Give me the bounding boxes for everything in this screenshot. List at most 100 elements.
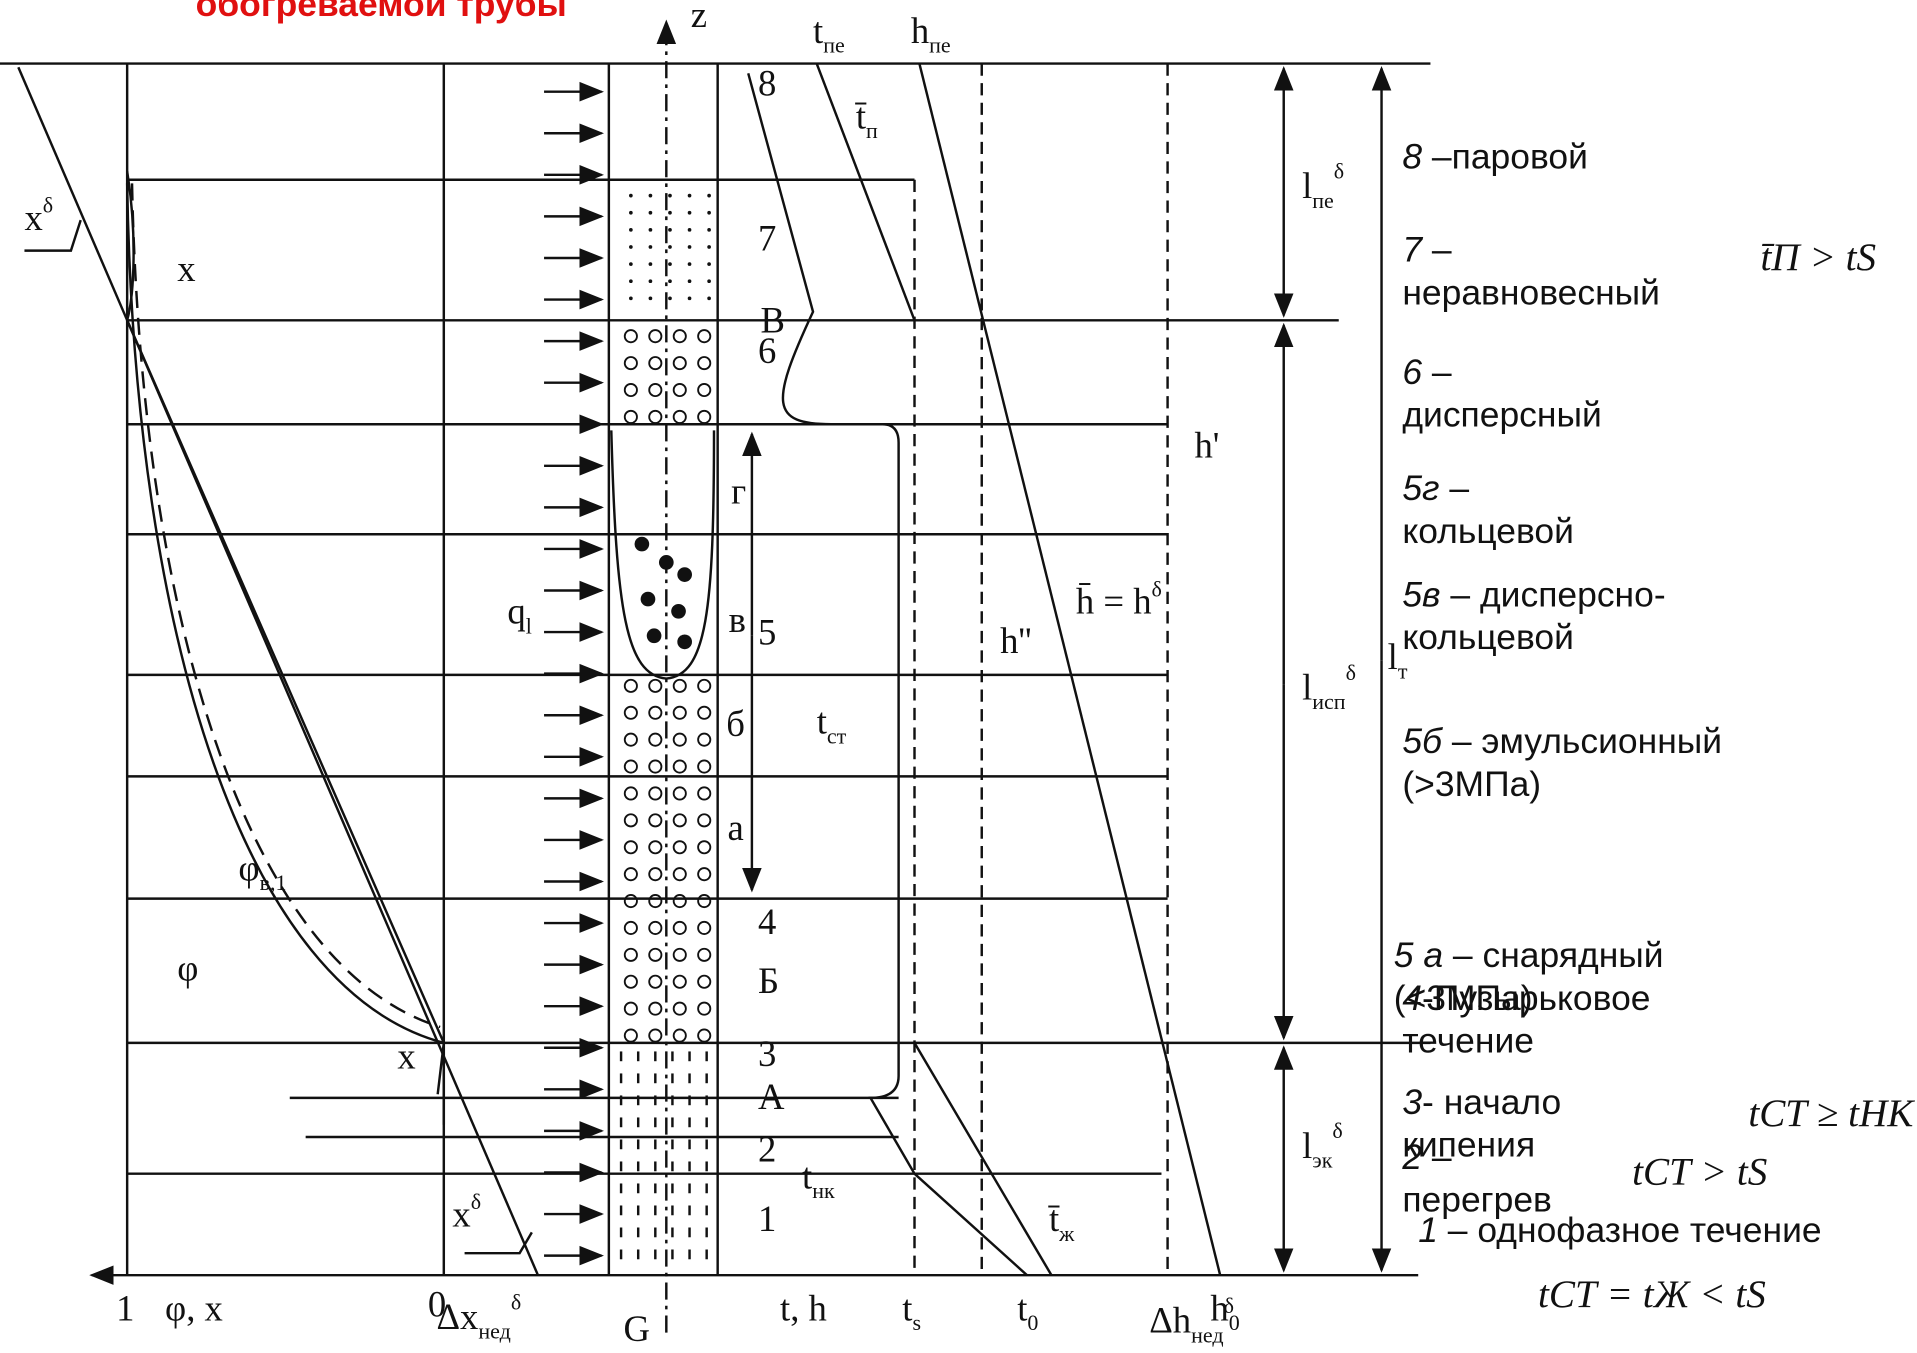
bubble [674,895,686,907]
bubble [649,330,661,342]
bubble [698,868,710,880]
dot [707,211,711,215]
label-text: φ, x [165,1287,223,1328]
label: hпе [911,10,951,58]
legend-item: 1 – однофазное течение [1418,1210,1917,1253]
bubble [625,760,637,772]
subscript: исп [1312,689,1346,714]
label-text: 3 [758,1033,776,1074]
bubble [698,949,710,961]
legend-item: 8 –паровой [1402,137,1769,180]
label-text: h'' [1000,620,1032,661]
label: h' [1194,424,1219,465]
label-text: 6 [758,330,776,371]
droplet [677,635,692,650]
legend-item: 7 – неравновесный [1402,230,1714,315]
label: tнк [802,1155,835,1203]
label: 2 [758,1128,776,1169]
dot [668,262,672,266]
label: lиспδ [1302,660,1356,714]
bubble [674,976,686,988]
dot [649,262,653,266]
legend-number: 5б [1402,723,1442,762]
dot [707,245,711,249]
label-text: t [802,1155,812,1196]
label-text: l [1302,666,1312,707]
dot [688,279,692,283]
dot [688,211,692,215]
dot [688,262,692,266]
label-text: Δh [1149,1300,1191,1341]
label: в [729,599,746,640]
bubble [625,922,637,934]
label-text: Δx [436,1296,478,1337]
label-text: t [813,10,823,51]
label: 1 [758,1198,776,1239]
bubble [674,734,686,746]
dot [688,296,692,300]
condition: t̄П > tS [1761,235,1877,280]
label: 3 [758,1033,776,1074]
page: {"header":{"title":"обогреваемой трубы"}… [0,0,1917,1353]
bubble [625,357,637,369]
label: φ, x [165,1287,223,1328]
bubble [674,949,686,961]
label: t̄п [855,95,878,143]
bubble [649,787,661,799]
label-text: 8 [758,62,776,103]
label-text: t [902,1287,912,1328]
legend-item: 5б – эмульсионный (>3МПа) [1402,721,1793,806]
label: 6 [758,330,776,371]
bubble [674,922,686,934]
label-text: 5 [758,611,776,652]
legend-text: -Пузырьковое течение [1402,979,1650,1061]
bubble [698,976,710,988]
subscript: эк [1312,1148,1332,1173]
dot [649,194,653,198]
bubble [625,680,637,692]
label-text: г [731,471,746,512]
subscript: нк [812,1178,835,1203]
label: tпе [813,10,845,58]
label-text: 2 [758,1128,776,1169]
bubble [698,707,710,719]
dot [668,279,672,283]
bubble [698,734,710,746]
dot [707,262,711,266]
dot [629,262,633,266]
superscript: δ [1332,1118,1342,1143]
bubble [674,787,686,799]
label-text: φ [238,847,259,888]
bubble [698,330,710,342]
dot [629,228,633,232]
dot [688,245,692,249]
dot [668,211,672,215]
legend-number: 2 [1402,1138,1422,1177]
label-text: x [452,1193,470,1234]
droplet [659,555,674,570]
label-text: б [726,703,745,744]
condition: tСТ = tЖ < tS [1538,1272,1766,1317]
legend-number: 1 [1418,1212,1438,1251]
droplet [677,567,692,582]
legend-number: 5 а [1394,937,1443,976]
bubble [674,1029,686,1041]
dot [629,279,633,283]
subscript: п [866,118,878,143]
condition: tСТ > tS [1632,1149,1767,1194]
bubble [698,1029,710,1041]
label: 7 [758,218,776,259]
figure: ztпеhпеt̄п87В6гв5ба4Б3А2tнк1xδxφв,1φxxδq… [0,0,1917,1351]
dot [707,279,711,283]
bubble [625,330,637,342]
dot [668,245,672,249]
dot [629,211,633,215]
legend-item: 2 – перегрев [1402,1137,1585,1222]
bubble [649,868,661,880]
label: а [727,807,743,848]
bubble [649,411,661,423]
label: б [726,703,745,744]
label-text: в [729,599,746,640]
bubble [625,707,637,719]
bubble [625,384,637,396]
